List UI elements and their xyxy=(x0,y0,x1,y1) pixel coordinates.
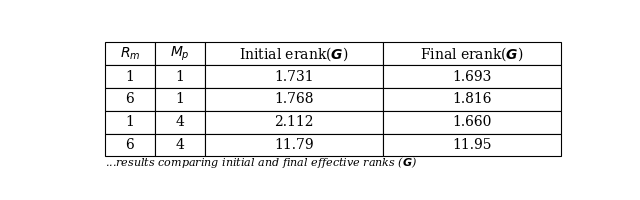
Text: Initial erank($\boldsymbol{G}$): Initial erank($\boldsymbol{G}$) xyxy=(239,45,349,63)
Text: 1: 1 xyxy=(125,70,134,84)
Bar xyxy=(383,111,561,134)
Text: 2.112: 2.112 xyxy=(275,115,314,129)
Text: 1: 1 xyxy=(175,70,184,84)
Bar xyxy=(205,88,383,111)
Text: 1.660: 1.660 xyxy=(452,115,492,129)
Bar xyxy=(383,42,561,65)
Bar xyxy=(105,88,155,111)
Bar xyxy=(155,111,205,134)
Bar xyxy=(205,42,383,65)
Bar xyxy=(155,88,205,111)
Bar xyxy=(155,134,205,156)
Bar xyxy=(105,111,155,134)
Text: 11.95: 11.95 xyxy=(452,138,492,152)
Bar xyxy=(205,134,383,156)
Text: ...results comparing initial and final effective ranks ($\boldsymbol{G}$): ...results comparing initial and final e… xyxy=(105,155,417,170)
Bar xyxy=(205,65,383,88)
Bar xyxy=(155,42,205,65)
Text: 6: 6 xyxy=(125,138,134,152)
Text: 1: 1 xyxy=(175,92,184,106)
Text: $M_p$: $M_p$ xyxy=(170,45,190,63)
Text: 4: 4 xyxy=(175,115,184,129)
Bar xyxy=(383,88,561,111)
Bar xyxy=(105,134,155,156)
Bar xyxy=(205,111,383,134)
Text: $R_m$: $R_m$ xyxy=(120,46,140,62)
Bar xyxy=(105,65,155,88)
Bar xyxy=(155,65,205,88)
Text: Final erank($\boldsymbol{G}$): Final erank($\boldsymbol{G}$) xyxy=(420,45,524,63)
Text: 1.693: 1.693 xyxy=(452,70,492,84)
Text: 11.79: 11.79 xyxy=(275,138,314,152)
Bar xyxy=(105,42,155,65)
Text: 4: 4 xyxy=(175,138,184,152)
Text: 1: 1 xyxy=(125,115,134,129)
Text: 6: 6 xyxy=(125,92,134,106)
Text: 1.816: 1.816 xyxy=(452,92,492,106)
Bar xyxy=(383,65,561,88)
Text: 1.768: 1.768 xyxy=(275,92,314,106)
Bar xyxy=(383,134,561,156)
Text: 1.731: 1.731 xyxy=(275,70,314,84)
